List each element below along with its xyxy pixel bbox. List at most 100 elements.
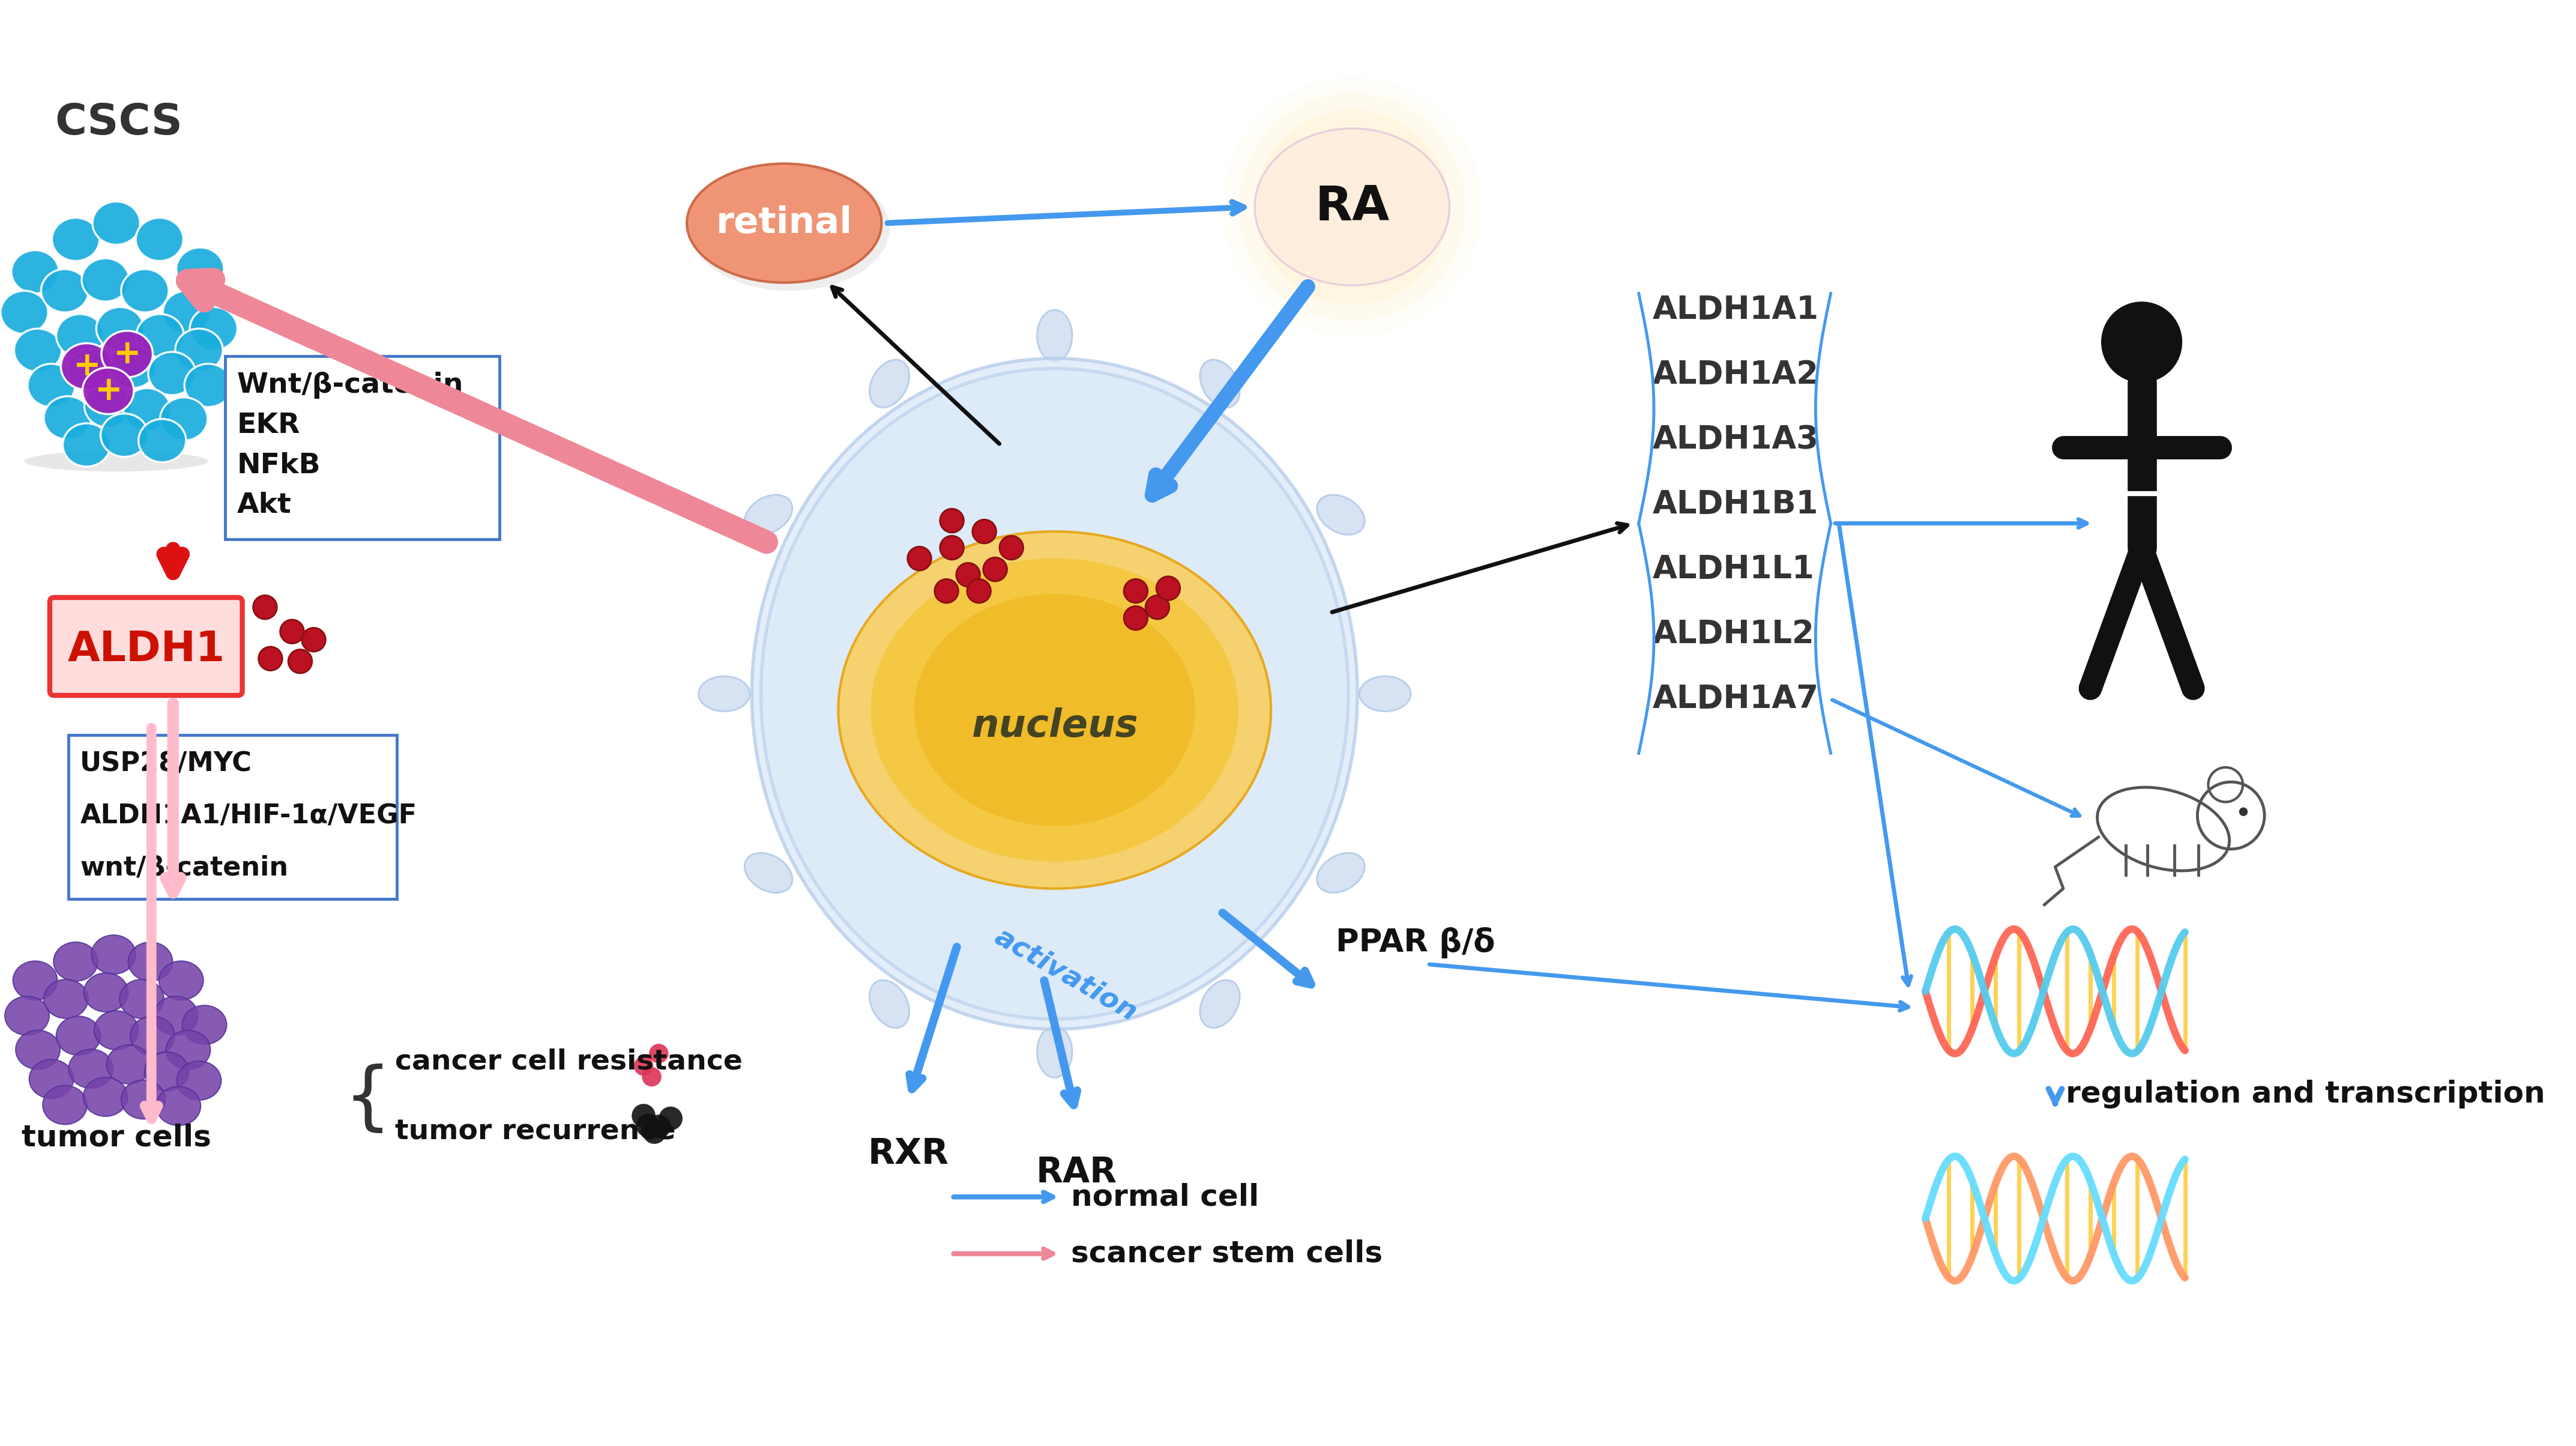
Ellipse shape [1200, 360, 1239, 408]
Text: CSCS: CSCS [54, 103, 183, 143]
Ellipse shape [744, 495, 793, 535]
Ellipse shape [54, 943, 98, 980]
Ellipse shape [67, 348, 116, 392]
Ellipse shape [5, 996, 49, 1035]
Ellipse shape [13, 328, 62, 372]
Text: NFkB: NFkB [237, 453, 319, 479]
Ellipse shape [149, 351, 196, 395]
Ellipse shape [871, 558, 1239, 862]
Ellipse shape [52, 218, 100, 260]
FancyBboxPatch shape [224, 356, 500, 539]
Circle shape [971, 519, 997, 544]
Text: RA: RA [1314, 184, 1388, 230]
Circle shape [659, 1106, 683, 1131]
Ellipse shape [1316, 495, 1365, 535]
Circle shape [641, 1121, 667, 1144]
Ellipse shape [57, 314, 103, 357]
Ellipse shape [185, 364, 232, 408]
Circle shape [1123, 578, 1149, 603]
Text: Akt: Akt [237, 492, 291, 519]
Circle shape [636, 1113, 659, 1138]
Text: scancer stem cells: scancer stem cells [1072, 1239, 1383, 1268]
Ellipse shape [1200, 980, 1239, 1028]
Ellipse shape [160, 398, 209, 441]
Ellipse shape [1038, 309, 1072, 362]
Ellipse shape [10, 250, 59, 294]
Text: activation: activation [989, 924, 1141, 1027]
Text: EKR: EKR [237, 412, 301, 440]
Ellipse shape [1360, 677, 1412, 711]
FancyBboxPatch shape [49, 597, 242, 696]
Circle shape [1123, 606, 1149, 630]
Text: ALDH1A3: ALDH1A3 [1651, 424, 1819, 455]
Ellipse shape [160, 962, 204, 1001]
Text: ALDH1L2: ALDH1L2 [1651, 619, 1814, 649]
Circle shape [935, 578, 958, 603]
Ellipse shape [93, 201, 139, 244]
Ellipse shape [837, 532, 1270, 888]
Text: +: + [72, 350, 100, 383]
Ellipse shape [744, 853, 793, 892]
Text: {: { [343, 1063, 392, 1137]
Text: ALDH1L1: ALDH1L1 [1651, 554, 1814, 586]
Text: ALDH1: ALDH1 [67, 629, 224, 669]
Ellipse shape [131, 1017, 175, 1056]
Circle shape [966, 578, 992, 603]
Text: ALDH1A2: ALDH1A2 [1651, 359, 1819, 390]
Ellipse shape [82, 1077, 129, 1116]
Circle shape [1221, 77, 1481, 337]
Ellipse shape [183, 1005, 227, 1044]
Circle shape [631, 1103, 654, 1128]
Ellipse shape [144, 1051, 188, 1090]
Ellipse shape [70, 1050, 113, 1089]
Ellipse shape [121, 269, 170, 312]
Text: wnt/β-catenin: wnt/β-catenin [80, 855, 289, 881]
Ellipse shape [121, 1080, 165, 1119]
Ellipse shape [698, 677, 750, 711]
Circle shape [281, 620, 304, 643]
Ellipse shape [57, 1017, 100, 1056]
Circle shape [940, 536, 963, 560]
Circle shape [2239, 807, 2249, 816]
FancyBboxPatch shape [67, 735, 397, 899]
Text: tumor recurrence: tumor recurrence [394, 1118, 675, 1145]
Circle shape [1255, 110, 1450, 304]
Ellipse shape [28, 1060, 75, 1099]
Ellipse shape [914, 594, 1195, 826]
Ellipse shape [1038, 1027, 1072, 1077]
Ellipse shape [871, 360, 909, 408]
Ellipse shape [62, 424, 111, 467]
Text: +: + [113, 338, 142, 370]
Text: tumor cells: tumor cells [21, 1124, 211, 1152]
Circle shape [258, 646, 283, 671]
Ellipse shape [760, 369, 1347, 1019]
Circle shape [956, 562, 979, 587]
Circle shape [289, 649, 312, 674]
Circle shape [649, 1044, 670, 1063]
Ellipse shape [100, 414, 149, 457]
Ellipse shape [23, 451, 209, 471]
Ellipse shape [129, 943, 173, 980]
Ellipse shape [82, 259, 129, 302]
Ellipse shape [175, 247, 224, 291]
Text: Wnt/β-catenin: Wnt/β-catenin [237, 372, 464, 399]
Ellipse shape [1255, 129, 1450, 285]
Ellipse shape [44, 396, 90, 440]
Ellipse shape [90, 936, 137, 975]
Circle shape [1157, 577, 1180, 600]
Circle shape [252, 596, 276, 619]
Ellipse shape [137, 314, 183, 357]
Circle shape [634, 1056, 654, 1076]
Text: normal cell: normal cell [1072, 1183, 1260, 1212]
Ellipse shape [15, 1031, 59, 1069]
Text: RAR: RAR [1036, 1155, 1118, 1190]
Ellipse shape [690, 166, 889, 291]
Text: +: + [95, 375, 121, 406]
Text: ALDH1A7: ALDH1A7 [1651, 684, 1819, 714]
Ellipse shape [118, 979, 165, 1018]
Text: regulation and transcription: regulation and transcription [2066, 1080, 2545, 1109]
Circle shape [999, 536, 1023, 560]
Ellipse shape [688, 163, 881, 282]
Text: ALDH1A1: ALDH1A1 [1651, 294, 1819, 325]
Circle shape [2102, 302, 2182, 383]
